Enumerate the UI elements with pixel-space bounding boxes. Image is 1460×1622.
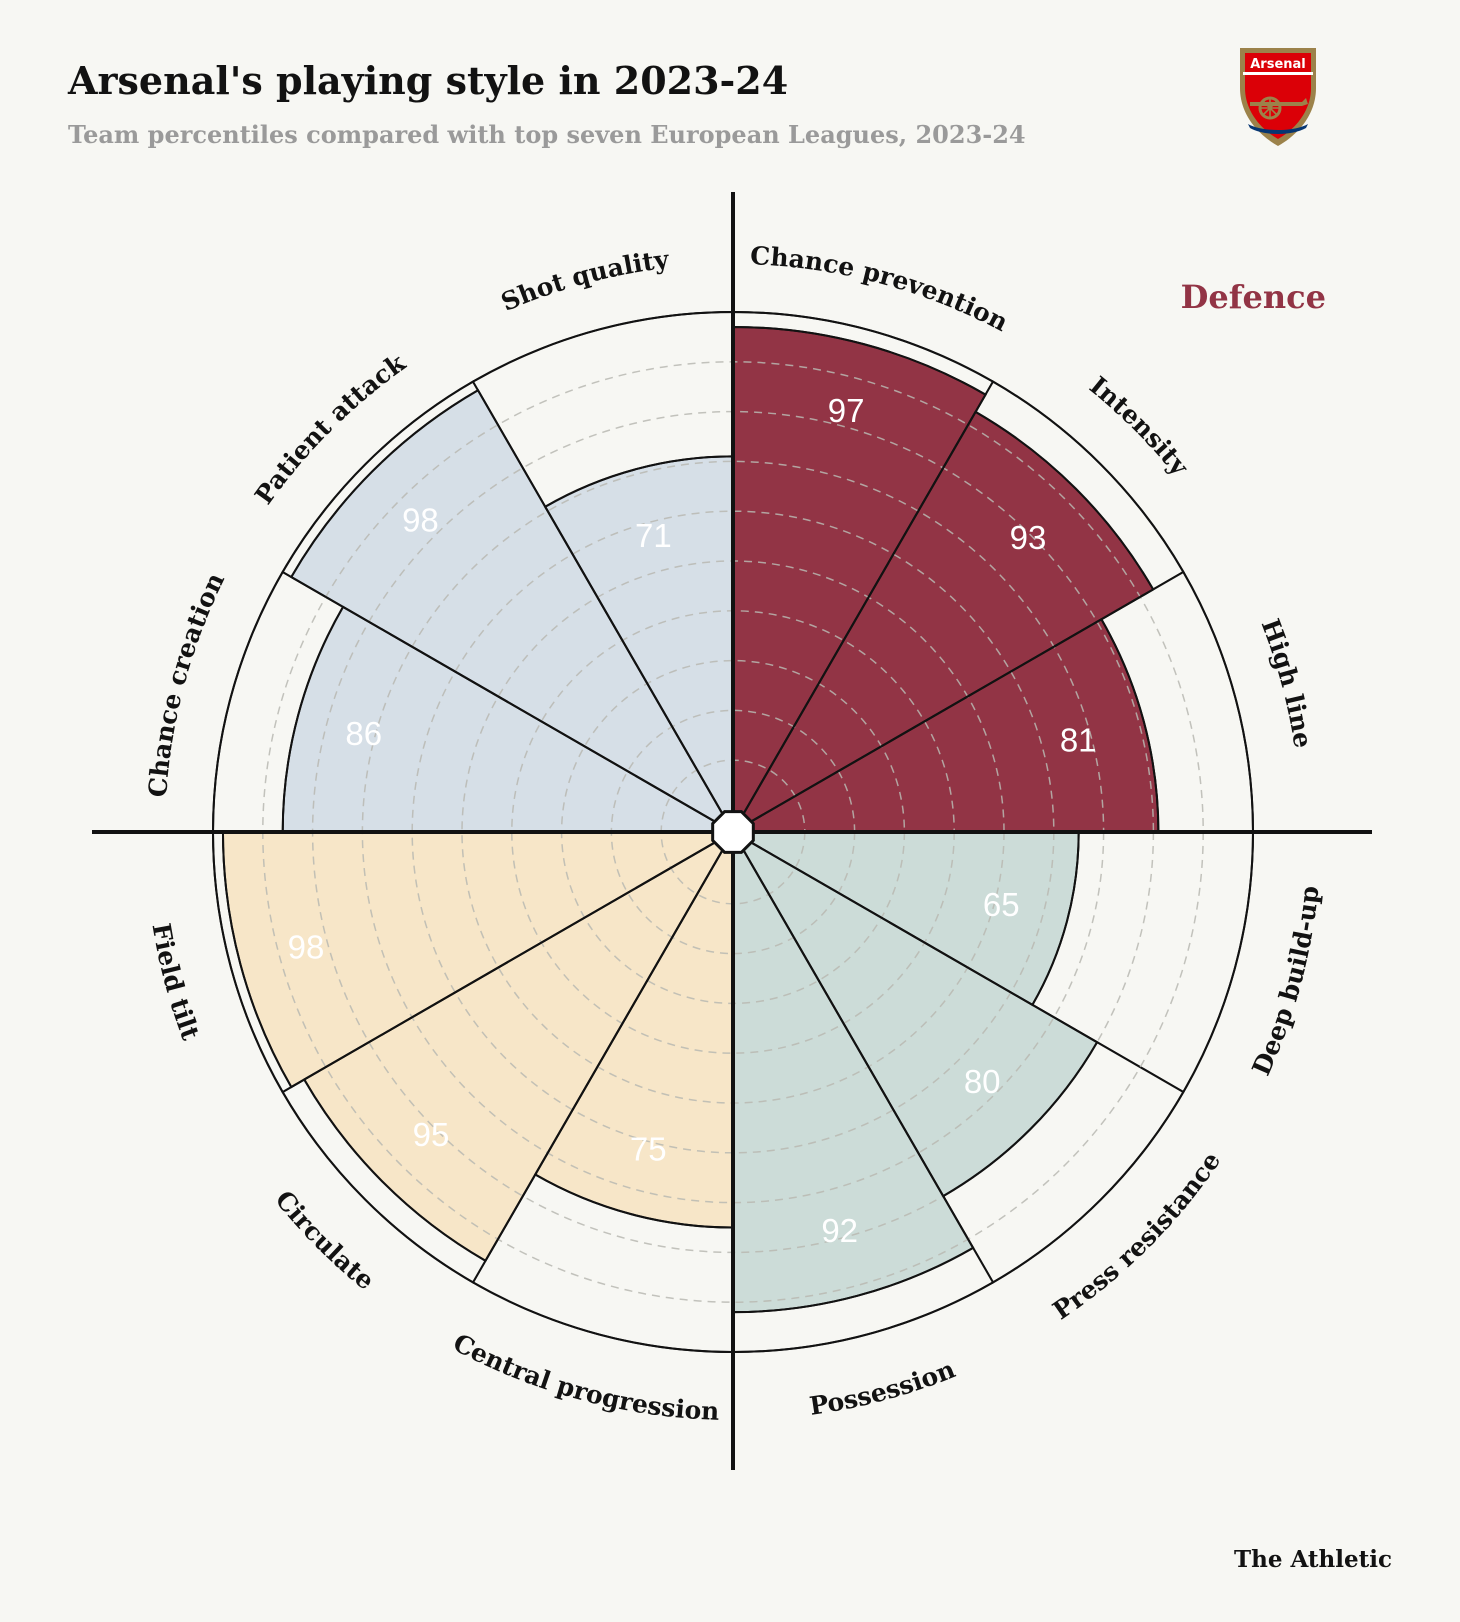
badge-text: Arsenal (1250, 57, 1306, 72)
value-label: 97 (828, 392, 865, 429)
value-label: 81 (1060, 722, 1097, 759)
group-label-defence: Defence (1181, 278, 1326, 316)
value-label: 92 (821, 1212, 858, 1249)
bar-outline (730, 829, 1099, 1198)
value-label: 98 (288, 928, 325, 965)
chart-title: Arsenal's playing style in 2023-24 (68, 58, 789, 103)
bar-outline (281, 605, 737, 833)
category-label: Possession (808, 1354, 959, 1420)
category-label: Field tilt (146, 921, 205, 1044)
bar-outline (302, 829, 736, 1263)
category-label: Shot quality (497, 245, 672, 317)
bar-outline (221, 831, 737, 1089)
value-label: 75 (630, 1130, 667, 1167)
source-credit: The Athletic (1233, 1546, 1392, 1573)
bar-outline (729, 831, 1080, 1007)
value-label: 98 (402, 501, 439, 538)
category-label: Circulate (269, 1185, 379, 1295)
bar-outline (732, 828, 975, 1314)
arsenal-crest-icon: Arsenal (1240, 48, 1316, 146)
category-label: Deep build-up (1246, 884, 1324, 1079)
bar-outline (732, 325, 987, 836)
chart-subtitle: Team percentiles compared with top seven… (68, 120, 1026, 149)
value-label: 80 (964, 1063, 1001, 1100)
value-label: 95 (413, 1116, 450, 1153)
bar-outline (730, 410, 1155, 835)
category-label: High line (1256, 615, 1318, 750)
value-label: 86 (345, 715, 382, 752)
center-hub (711, 810, 755, 854)
value-label: 93 (1010, 519, 1047, 556)
value-label: 65 (983, 886, 1020, 923)
bar-outline (533, 828, 734, 1229)
bar-outline (729, 617, 1160, 833)
bar-outline (543, 455, 734, 836)
bar-outline (289, 388, 736, 835)
value-label: 71 (635, 517, 672, 554)
